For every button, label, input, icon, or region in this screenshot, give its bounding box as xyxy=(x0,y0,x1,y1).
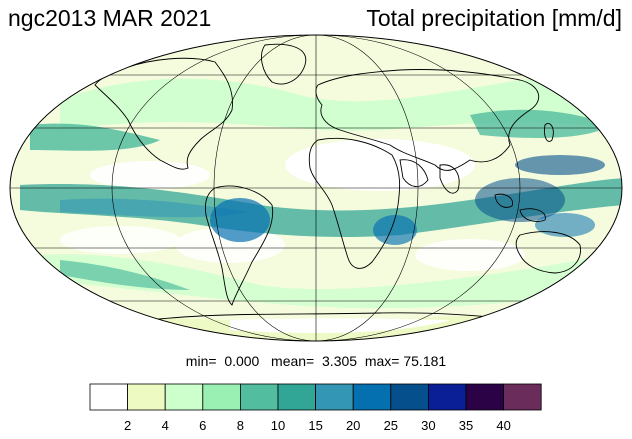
colorbar-swatch xyxy=(352,383,392,411)
max-value: 75.181 xyxy=(403,353,447,369)
colorbar-tick-label: 30 xyxy=(421,418,436,433)
colorbar-swatch xyxy=(465,383,504,411)
colorbar-swatch xyxy=(127,383,166,411)
min-value: 0.000 xyxy=(224,353,260,369)
colorbar-swatch xyxy=(239,383,279,411)
colorbar-tick-label: 25 xyxy=(383,418,399,433)
colorbar-swatch xyxy=(427,383,467,411)
coastlines xyxy=(94,43,581,323)
colorbar-tick-label: 2 xyxy=(123,418,132,433)
colorbar-swatch xyxy=(503,383,542,411)
colorbar-tick-label: 20 xyxy=(345,418,361,433)
variable-title: Total precipitation [mm/d] xyxy=(366,5,622,31)
colorbar-tick-label: 10 xyxy=(270,418,286,433)
globe-outline xyxy=(9,34,623,342)
colorbar-swatch xyxy=(89,383,128,411)
graticule xyxy=(10,35,622,341)
mean-label: mean= xyxy=(271,353,315,369)
map-title: ngc2013 MAR 2021 xyxy=(8,5,212,31)
min-label: min= xyxy=(185,353,217,369)
colorbar-tick-label: 15 xyxy=(308,418,323,433)
colorbar-tick-label: 6 xyxy=(199,418,207,433)
colorbar-swatch xyxy=(202,383,241,411)
max-label: max= xyxy=(364,353,400,369)
precipitation-map xyxy=(9,34,623,342)
colorbar-tick-label: 35 xyxy=(458,418,474,433)
mean-value: 3.305 xyxy=(322,353,358,369)
colorbar-tick-label: 4 xyxy=(161,418,169,433)
colorbar xyxy=(89,383,542,411)
colorbar-swatch xyxy=(315,383,354,411)
summary-statistics: min= 0.000 mean= 3.305 max= 75.181 xyxy=(0,352,632,370)
colorbar-swatch xyxy=(164,383,204,411)
colorbar-swatch xyxy=(277,383,316,411)
colorbar-swatch xyxy=(390,383,429,411)
colorbar-tick-label: 8 xyxy=(236,418,245,433)
colorbar-tick-label: 40 xyxy=(496,418,511,433)
